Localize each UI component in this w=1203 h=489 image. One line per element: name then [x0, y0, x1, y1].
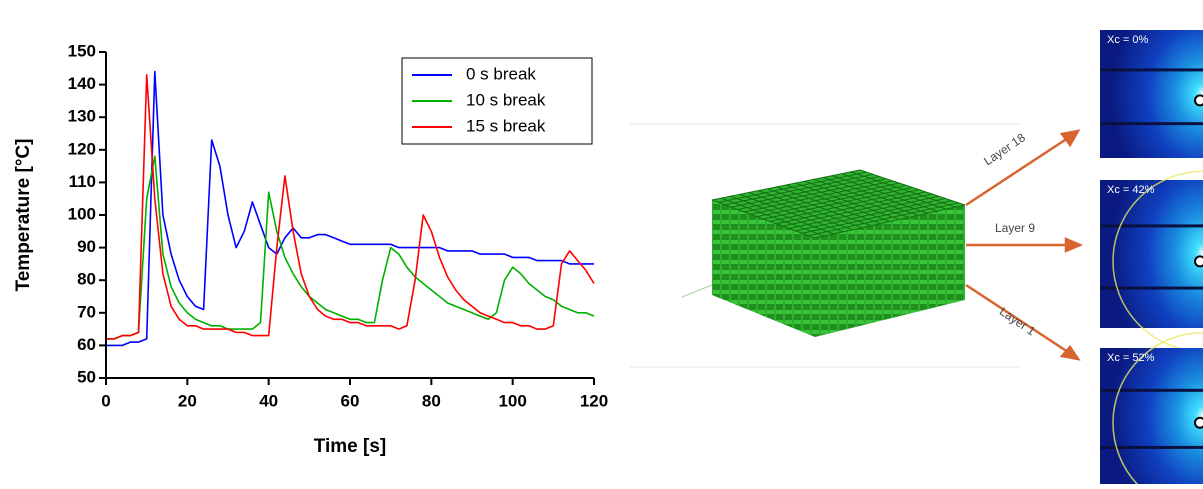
y-tick-label: 150	[68, 41, 96, 60]
y-tick-label: 90	[77, 237, 96, 256]
lattice-block	[711, 169, 966, 337]
lattice-strut	[841, 173, 947, 210]
lattice-strut	[808, 202, 959, 237]
y-tick-label: 120	[68, 139, 96, 158]
series-line	[106, 70, 594, 347]
y-tick-label: 50	[77, 367, 96, 386]
legend-label: 10 s break	[466, 90, 546, 109]
lattice-strut	[782, 193, 933, 227]
waxs-image	[1100, 348, 1203, 484]
x-axis-label: Time [s]	[314, 436, 387, 457]
y-tick-label: 80	[77, 270, 96, 289]
lattice-strut	[814, 204, 966, 239]
x-tick-label: 120	[580, 391, 608, 410]
beam-center	[1194, 94, 1203, 107]
lattice-strut	[769, 189, 920, 222]
arrows	[965, 129, 1084, 361]
panel-label: Xc = 52%	[1107, 352, 1155, 364]
panel-label: Xc = 42%	[1107, 184, 1155, 196]
panel-label: Xc = 0%	[1107, 34, 1148, 46]
lattice-strut	[763, 187, 913, 220]
lattice-strut	[859, 169, 966, 206]
lattice-strut	[832, 175, 938, 212]
beamstop-band	[1100, 445, 1203, 449]
arrow-label: Layer 18	[981, 130, 1028, 168]
beam-center	[1194, 255, 1203, 268]
lattice-strut	[795, 182, 900, 220]
y-axis-label: Temperature [°C]	[13, 139, 34, 292]
beamstop-band	[1100, 224, 1203, 228]
crystal-ring	[1112, 170, 1203, 353]
lattice-strut	[813, 178, 919, 216]
x-tick-label: 20	[178, 391, 197, 410]
y-tick-label: 70	[77, 302, 96, 321]
lattice-strut	[850, 171, 956, 208]
lattice-strut	[822, 177, 928, 214]
legend-label: 15 s break	[466, 116, 546, 135]
lattice-strut	[802, 200, 952, 234]
y-tick-label: 110	[69, 172, 96, 191]
x-tick-label: 80	[422, 391, 441, 410]
beamstop-band	[1100, 122, 1203, 126]
crystal-ring	[1112, 332, 1203, 489]
lattice-strut	[795, 197, 946, 232]
series-line	[106, 155, 595, 340]
axis-stub	[681, 284, 713, 298]
x-tick-label: 60	[341, 391, 360, 410]
y-tick-label: 60	[77, 335, 96, 354]
beamstop-band	[1100, 286, 1203, 290]
waxs-image	[1100, 30, 1203, 158]
arrow-label: Layer 1	[997, 304, 1038, 338]
beam-center	[1194, 416, 1203, 429]
lattice-strut	[789, 195, 939, 229]
lattice-strut	[804, 180, 909, 218]
y-tick-label: 100	[68, 204, 96, 223]
x-tick-label: 0	[101, 391, 110, 410]
beamstop-band	[1100, 68, 1203, 72]
x-tick-label: 100	[498, 391, 526, 410]
y-tick-label: 140	[68, 74, 96, 93]
y-tick-label: 130	[68, 107, 96, 126]
legend-label: 0 s break	[466, 64, 536, 83]
waxs-image	[1100, 180, 1203, 328]
arrow-label: Layer 9	[995, 221, 1035, 235]
lattice-strut	[776, 191, 926, 225]
x-tick-label: 40	[259, 391, 278, 410]
beamstop-band	[1100, 388, 1203, 392]
series-line	[106, 74, 595, 340]
